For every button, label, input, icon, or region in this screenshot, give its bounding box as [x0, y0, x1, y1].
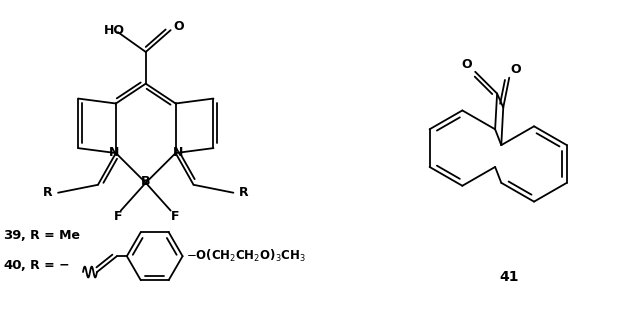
- Text: , R = Me: , R = Me: [21, 229, 80, 242]
- Text: 39: 39: [3, 229, 21, 242]
- Text: F: F: [171, 210, 180, 223]
- Text: 40: 40: [3, 259, 22, 272]
- Text: N: N: [109, 146, 119, 159]
- Text: 41: 41: [499, 270, 519, 284]
- Text: R: R: [44, 186, 53, 199]
- Text: , R = −: , R = −: [21, 259, 70, 272]
- Text: O: O: [173, 20, 184, 33]
- Text: O: O: [510, 63, 521, 76]
- Text: R: R: [238, 186, 248, 199]
- Text: HO: HO: [104, 24, 125, 37]
- Text: F: F: [114, 210, 122, 223]
- Text: O: O: [461, 58, 471, 71]
- Text: $-$O(CH$_2$CH$_2$O)$_3$CH$_3$: $-$O(CH$_2$CH$_2$O)$_3$CH$_3$: [186, 248, 305, 264]
- Text: B: B: [141, 175, 150, 188]
- Text: N: N: [173, 146, 183, 159]
